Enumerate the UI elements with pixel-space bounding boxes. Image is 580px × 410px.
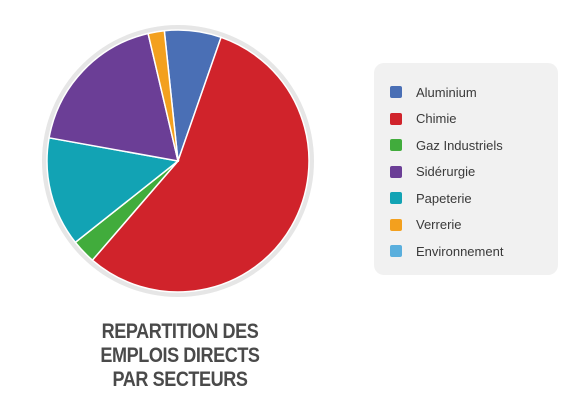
legend-label: Chimie — [416, 111, 457, 127]
pie-slice-chimie — [91, 36, 310, 293]
chart-title-line: PAR SECTEURS — [112, 368, 248, 391]
chart-title-line: EMPLOIS DIRECTS — [100, 344, 260, 367]
legend-item-verrerie: Verrerie — [390, 212, 558, 239]
legend-swatch — [390, 192, 402, 205]
legend-item-chimie: Chimie — [390, 106, 558, 133]
chart-title-line: REPARTITION DES — [101, 320, 259, 343]
legend-item-aluminium: Aluminium — [390, 79, 558, 106]
legend-label: Environnement — [416, 243, 504, 259]
legend-label: Papeterie — [416, 190, 472, 206]
legend-swatch — [390, 139, 402, 152]
pie-slice-sid-rurgie — [48, 32, 179, 162]
chart-title: REPARTITION DES EMPLOIS DIRECTS PAR SECT… — [85, 320, 274, 392]
legend-swatch — [390, 112, 402, 125]
legend-label: Verrerie — [416, 217, 462, 233]
legend-swatch — [390, 245, 402, 258]
legend-item-environnement: Environnement — [390, 238, 558, 265]
pie-slice-papeterie — [46, 136, 180, 244]
pie-slice-verrerie — [147, 29, 179, 162]
legend-label: Aluminium — [416, 84, 477, 100]
legend-item-papeterie: Papeterie — [390, 185, 558, 212]
legend-label: Gaz Industriels — [416, 137, 503, 153]
legend-swatch — [390, 86, 402, 99]
legend-swatch — [390, 218, 402, 231]
legend-swatch — [390, 165, 402, 178]
legend-item-gaz-industriels: Gaz Industriels — [390, 132, 558, 159]
pie-slices — [46, 29, 310, 293]
legend-item-siderurgie: Sidérurgie — [390, 159, 558, 186]
legend-label: Sidérurgie — [416, 164, 476, 180]
legend: Aluminium Chimie Gaz Industriels Sidérur… — [374, 63, 558, 275]
